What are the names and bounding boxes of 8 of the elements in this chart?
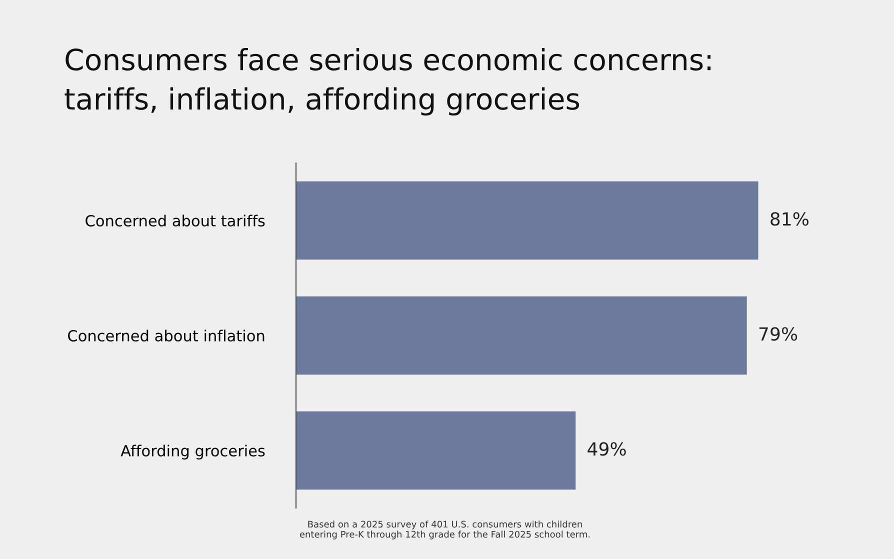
data-label: 49%	[588, 442, 626, 456]
chart-title: Consumers face serious economic concerns: tariffs, inflation, affording groceries	[64, 48, 711, 116]
text: Based on a 2025 survey of 401 U.S. consumers with children entering Pre-K through 12th grade for the Fall 2025 school term.	[300, 520, 590, 540]
y-tick-label: Concerned about inflation	[68, 330, 264, 342]
data-label: 81%	[770, 212, 809, 226]
data-label: 79%	[759, 327, 798, 341]
y-tick-label: Affording groceries	[120, 444, 265, 460]
y-tick-label: Concerned about tariffs	[86, 214, 265, 227]
